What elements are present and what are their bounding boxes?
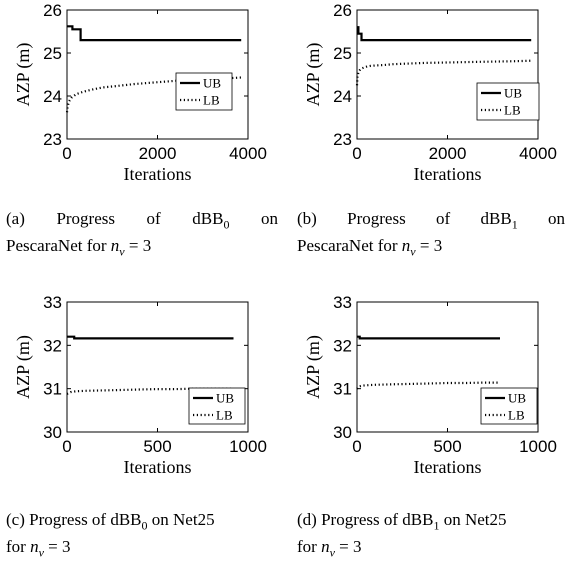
chart-d: 0 500 1000 30 31 32 33 Iterations AZP (m) UB LB — [303, 293, 557, 477]
y-tick-label: 23 — [43, 130, 62, 149]
x-tick-label: 4000 — [229, 144, 267, 163]
x-axis-label: Iterations — [124, 457, 192, 477]
y-axis-label: AZP (m) — [13, 43, 34, 107]
caption-a: (a) Progress of dBB0 on PescaraNet for n… — [6, 209, 279, 259]
y-tick-label: 26 — [43, 1, 62, 20]
legend: UB LB — [476, 82, 540, 121]
y-tick-label: 24 — [43, 87, 62, 106]
x-tick-label: 0 — [352, 144, 361, 163]
y-tick-label: 30 — [43, 423, 62, 442]
y-tick-label: 26 — [333, 1, 352, 20]
y-tick-label: 31 — [333, 380, 352, 399]
series-lb-line — [355, 59, 532, 86]
legend-label-lb: LB — [508, 408, 525, 423]
legend-label-ub: UB — [504, 86, 522, 101]
legend: UB LB — [480, 387, 538, 425]
legend-label-ub: UB — [216, 391, 234, 406]
series-ub-line — [67, 335, 234, 340]
x-tick-label: 0 — [62, 144, 71, 163]
x-tick-label: 2000 — [429, 144, 467, 163]
y-axis-label: AZP (m) — [13, 335, 34, 399]
series-ub-line — [67, 25, 242, 42]
x-axis-label: Iterations — [414, 457, 482, 477]
chart-c: 0 500 1000 30 31 32 33 Iterations AZP (m) UB LB — [13, 293, 267, 477]
y-tick-label: 23 — [333, 130, 352, 149]
y-tick-label: 25 — [43, 44, 62, 63]
legend-box — [175, 72, 233, 111]
y-tick-label: 31 — [43, 380, 62, 399]
caption-c: (c) Progress of dBB0 on Net25 for nv = 3 — [6, 510, 215, 560]
y-tick-label: 32 — [43, 336, 62, 355]
legend-label-lb: LB — [216, 408, 233, 423]
x-axis-label: Iterations — [124, 164, 192, 184]
y-tick-label: 30 — [333, 423, 352, 442]
x-tick-label: 4000 — [519, 144, 557, 163]
series-ub-line — [357, 335, 500, 340]
legend-label-ub: UB — [203, 76, 221, 91]
y-tick-label: 25 — [333, 44, 352, 63]
x-tick-label: 1000 — [519, 437, 557, 456]
legend-label-lb: LB — [203, 93, 220, 108]
x-tick-label: 0 — [352, 437, 361, 456]
legend-box — [188, 387, 246, 425]
series-ub-line — [357, 26, 532, 42]
chart-a: 0 2000 4000 23 24 25 26 Iterations AZP (m) UB LB — [13, 1, 267, 184]
legend-box — [480, 387, 538, 425]
caption-d: (d) Progress of dBB1 on Net25 for nv = 3 — [297, 510, 507, 560]
x-tick-label: 0 — [62, 437, 71, 456]
y-tick-label: 33 — [333, 293, 352, 312]
legend: UB LB — [175, 72, 233, 111]
legend-label-ub: UB — [508, 391, 526, 406]
x-tick-label: 2000 — [139, 144, 177, 163]
y-axis-label: AZP (m) — [303, 43, 324, 107]
x-tick-label: 500 — [143, 437, 171, 456]
y-tick-label: 33 — [43, 293, 62, 312]
y-tick-label: 24 — [333, 87, 352, 106]
caption-b: (b) Progress of dBB1 on PescaraNet for n… — [297, 209, 566, 259]
series-lb-line — [356, 381, 500, 390]
y-tick-label: 32 — [333, 336, 352, 355]
legend-label-lb: LB — [504, 103, 521, 118]
x-tick-label: 500 — [433, 437, 461, 456]
x-tick-label: 1000 — [229, 437, 267, 456]
y-axis-label: AZP (m) — [303, 335, 324, 399]
legend: UB LB — [188, 387, 246, 425]
x-axis-label: Iterations — [414, 164, 482, 184]
chart-b: 0 2000 4000 23 24 25 26 Iterations AZP (m) UB LB — [303, 1, 557, 184]
legend-box — [476, 82, 540, 121]
